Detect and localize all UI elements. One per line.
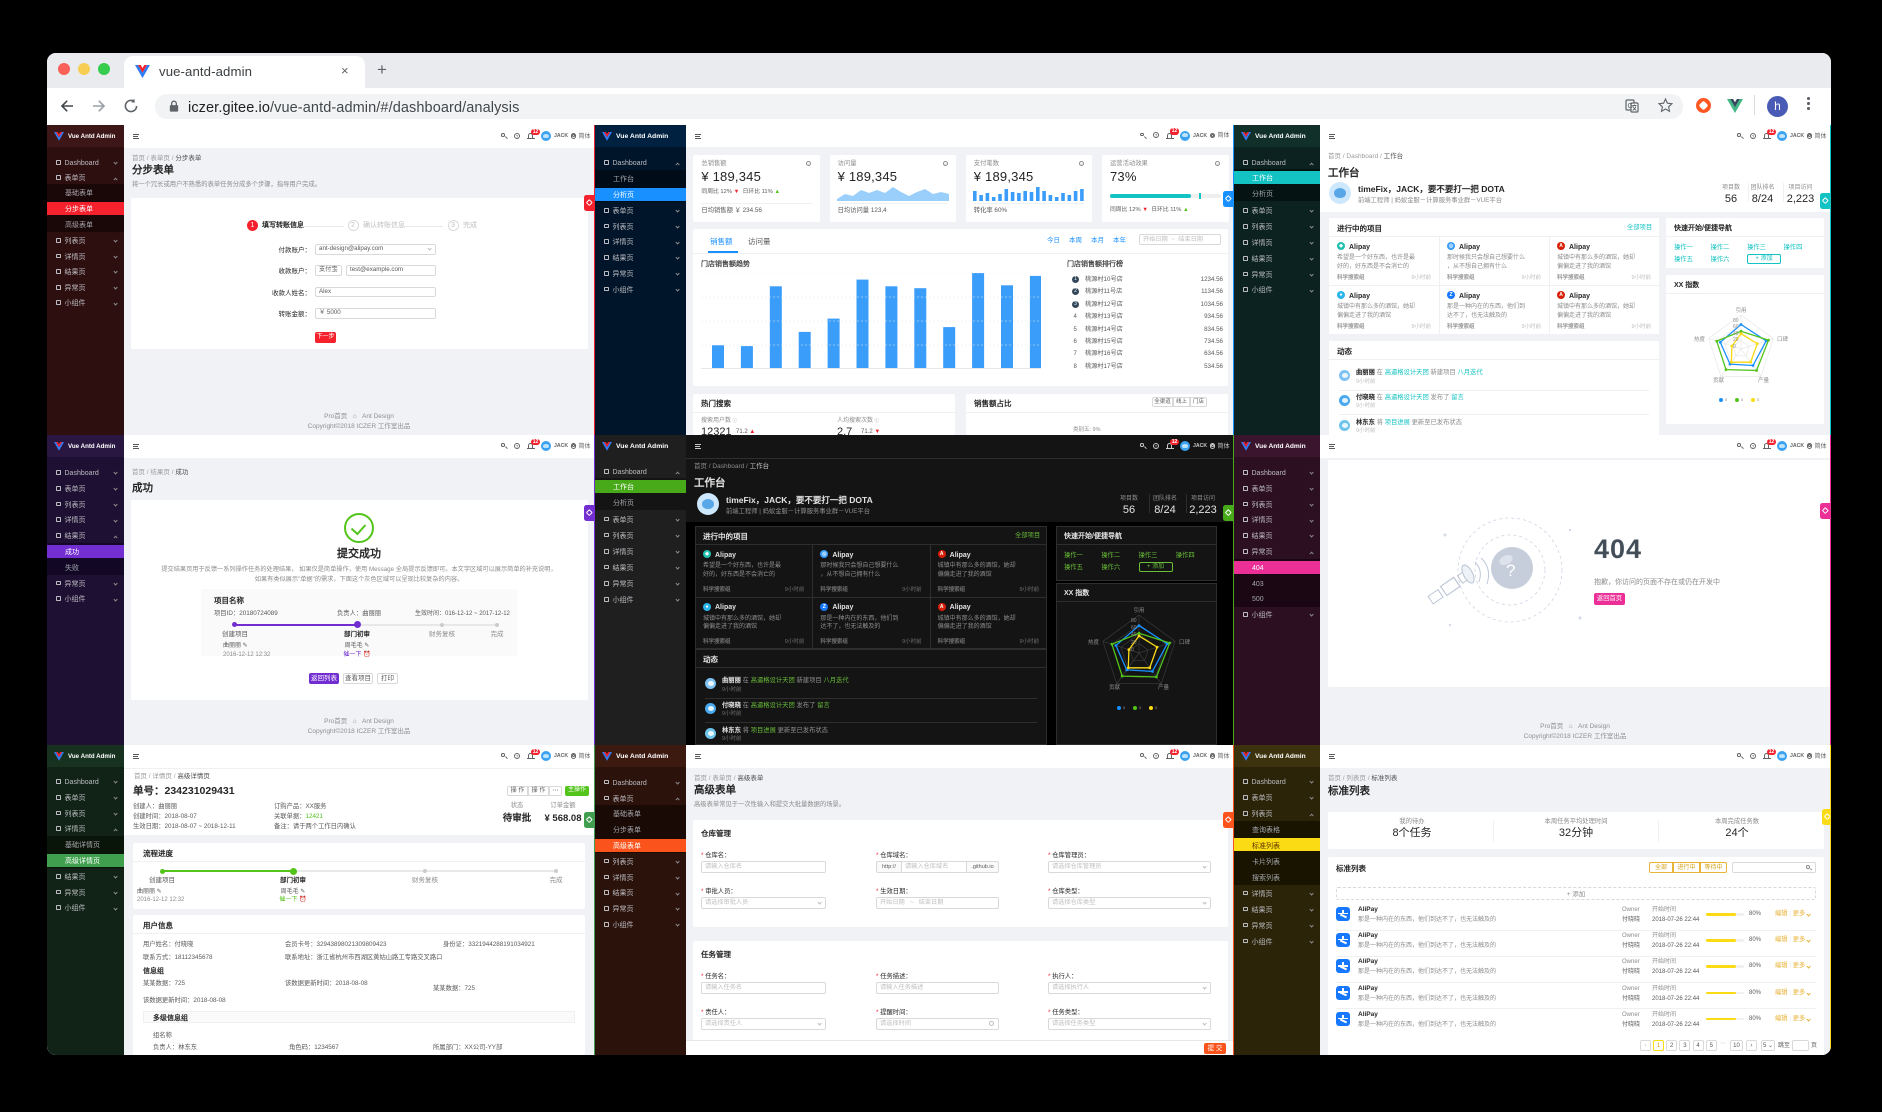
svg-text:G: G	[1628, 103, 1633, 110]
svg-text:?: ?	[1506, 561, 1515, 580]
